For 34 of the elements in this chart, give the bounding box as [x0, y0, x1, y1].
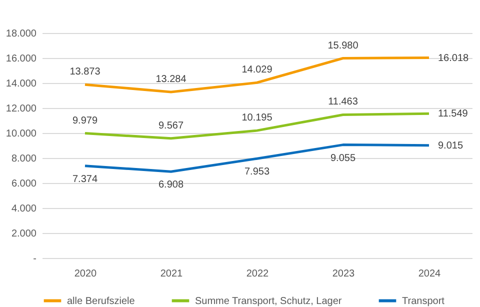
y-tick-label: 8.000 [11, 154, 37, 164]
data-label: 13.284 [156, 74, 187, 85]
data-label: 9.055 [330, 152, 356, 164]
data-label: 9.567 [158, 120, 184, 132]
y-tick-label: 10.000 [6, 128, 37, 140]
y-tick-label: 12.000 [6, 104, 37, 114]
data-label: 7.953 [244, 166, 270, 178]
x-tick-label: 2024 [418, 268, 442, 280]
x-tick-label: 2023 [332, 268, 356, 280]
y-tick-label: 18.000 [6, 28, 37, 40]
data-label: 9.979 [72, 115, 98, 126]
x-tick-label: 2022 [246, 268, 270, 280]
y-tick-label: 2.000 [11, 228, 37, 240]
legend-label: Transport [402, 296, 445, 307]
data-label: 11.549 [438, 108, 468, 120]
data-label: 13.873 [70, 66, 101, 78]
line-series [84, 144, 430, 173]
data-label: 16.018 [438, 52, 470, 64]
x-tick-label: 2021 [160, 268, 184, 280]
data-label: 14.029 [242, 64, 273, 76]
data-label: 11.463 [328, 96, 358, 108]
y-tick-label: 4.000 [11, 204, 37, 214]
data-label: 10.195 [242, 112, 273, 124]
y-tick-label: - [33, 254, 36, 264]
data-label: 9.015 [438, 140, 464, 152]
legend-label: Summe Transport, Schutz, Lager [195, 296, 342, 307]
data-label: 7.374 [72, 174, 98, 185]
data-label: 15.980 [328, 40, 359, 52]
data-label: 6.908 [158, 180, 184, 191]
y-tick-label: 14.000 [6, 78, 37, 90]
legend-label: alle Berufsziele [67, 296, 136, 307]
y-tick-label: 6.000 [11, 178, 37, 190]
y-tick-label: 16.000 [6, 54, 37, 64]
x-tick-label: 2020 [74, 268, 98, 280]
